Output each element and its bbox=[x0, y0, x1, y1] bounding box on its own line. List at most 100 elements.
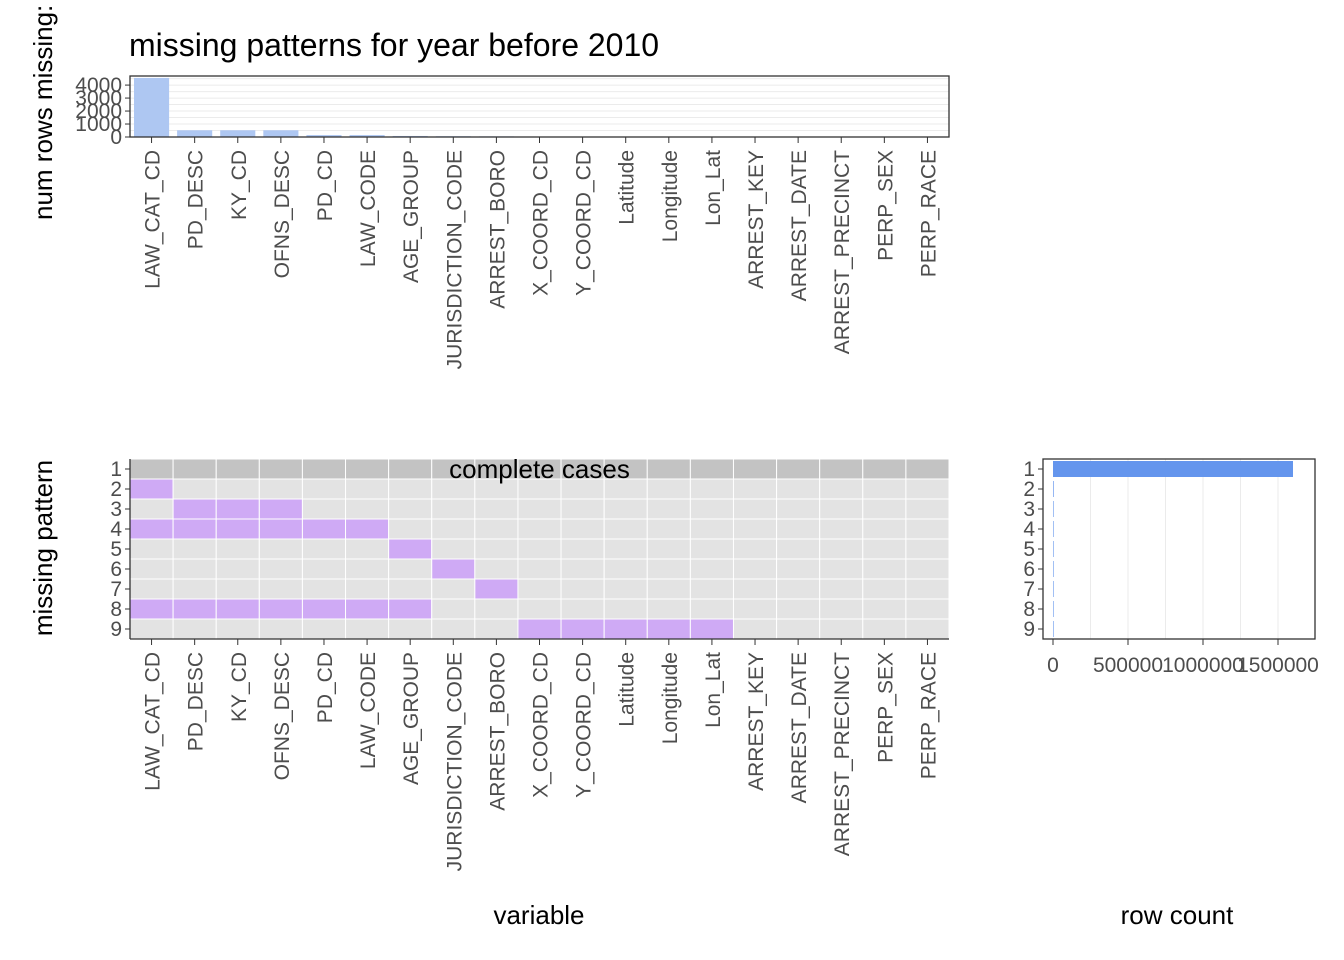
heatmap-cell bbox=[819, 618, 864, 640]
heatmap-cell bbox=[905, 478, 950, 500]
heatmap-cell bbox=[862, 458, 907, 480]
heatmap-cell bbox=[603, 578, 648, 600]
plot-title: missing patterns for year before 2010 bbox=[129, 27, 659, 63]
heatmap-cell bbox=[172, 518, 217, 540]
heatmap-cell bbox=[819, 458, 864, 480]
top-x-tick-label: ARREST_PRECINCT bbox=[831, 150, 854, 354]
heatmap-cell bbox=[388, 558, 433, 580]
heatmap-cell bbox=[905, 458, 950, 480]
heatmap-cell bbox=[560, 518, 605, 540]
heatmap-cell bbox=[129, 618, 174, 640]
heatmap-cell bbox=[172, 538, 217, 560]
heatmap-cell bbox=[258, 538, 303, 560]
heatmap-cell bbox=[345, 478, 390, 500]
heatmap-cell bbox=[388, 538, 433, 560]
heatmap-x-tick-label: Latitude bbox=[616, 652, 639, 727]
heatmap-x-tick-label: ARREST_PRECINCT bbox=[831, 652, 854, 856]
heatmap-cell bbox=[862, 478, 907, 500]
row-count-bar bbox=[1053, 581, 1054, 597]
heatmap-x-tick-label: OFNS_DESC bbox=[271, 652, 294, 780]
top-x-tick-label: X_COORD_CD bbox=[530, 150, 553, 296]
heatmap-x-tick-label: PD_DESC bbox=[185, 652, 208, 751]
heatmap-cell bbox=[345, 578, 390, 600]
row-count-x-tick-label: 1000000 bbox=[1162, 654, 1244, 677]
heatmap-cell bbox=[776, 518, 821, 540]
heatmap-cell bbox=[215, 458, 260, 480]
heatmap-x-tick-label: ARREST_KEY bbox=[745, 652, 768, 791]
heatmap-x-tick-label: KY_CD bbox=[228, 652, 251, 722]
heatmap-cell bbox=[732, 538, 778, 560]
heatmap-cell bbox=[301, 618, 347, 640]
heatmap-cell bbox=[301, 498, 347, 520]
row-count-y-tick-label: 6 bbox=[1023, 558, 1035, 581]
heatmap-cell bbox=[215, 538, 260, 560]
heatmap-cell bbox=[776, 558, 821, 580]
heatmap-y-tick-label: 4 bbox=[110, 518, 122, 541]
top-panel-background bbox=[130, 76, 949, 137]
top-y-axis-title: num rows missing: bbox=[28, 5, 58, 220]
heatmap-x-tick-label: Y_COORD_CD bbox=[573, 652, 596, 798]
row-count-x-axis-title: row count bbox=[1121, 900, 1234, 930]
heatmap-cell bbox=[258, 478, 303, 500]
row-count-y-tick-label: 1 bbox=[1023, 458, 1035, 481]
heatmap-cell bbox=[345, 538, 390, 560]
heatmap-cell bbox=[388, 598, 433, 620]
heatmap-cell bbox=[819, 558, 864, 580]
row-count-x-tick-label: 500000 bbox=[1093, 654, 1163, 677]
heatmap-cell bbox=[215, 558, 260, 580]
heatmap-cell bbox=[129, 458, 174, 480]
heatmap-cell bbox=[172, 458, 217, 480]
heatmap-x-tick-label: Lon_Lat bbox=[702, 652, 725, 728]
heatmap-cell bbox=[215, 578, 260, 600]
heatmap-cell bbox=[301, 458, 347, 480]
heatmap-cell bbox=[689, 458, 734, 480]
heatmap-cell bbox=[732, 578, 778, 600]
heatmap-cell bbox=[474, 578, 519, 600]
heatmap-cell bbox=[646, 558, 691, 580]
heatmap-cell bbox=[732, 518, 778, 540]
heatmap-cell bbox=[819, 478, 864, 500]
heatmap-x-tick-label: X_COORD_CD bbox=[530, 652, 553, 798]
heatmap-cell bbox=[301, 478, 347, 500]
heatmap-cell bbox=[646, 598, 691, 620]
heatmap-cell bbox=[689, 538, 734, 560]
heatmap-x-tick-label: ARREST_BORO bbox=[486, 652, 509, 811]
row-count-y-tick-label: 2 bbox=[1023, 478, 1035, 501]
heatmap-cell bbox=[345, 498, 390, 520]
heatmap-cell bbox=[732, 478, 778, 500]
top-x-tick-label: PD_CD bbox=[314, 150, 337, 221]
heatmap-cell bbox=[776, 598, 821, 620]
heatmap-cell bbox=[603, 498, 648, 520]
row-count-x-tick-label: 1500000 bbox=[1237, 654, 1319, 677]
heatmap-cell bbox=[129, 558, 174, 580]
heatmap-cell bbox=[517, 498, 562, 520]
heatmap-cell bbox=[172, 598, 217, 620]
top-bar bbox=[177, 130, 213, 137]
heatmap-cell bbox=[732, 458, 778, 480]
heatmap-cell bbox=[646, 538, 691, 560]
heatmap-cell bbox=[776, 578, 821, 600]
heatmap-x-axis-title: variable bbox=[493, 900, 584, 930]
heatmap-cell bbox=[431, 598, 476, 620]
heatmap-cell bbox=[560, 538, 605, 560]
heatmap-cell bbox=[388, 578, 433, 600]
heatmap-cell bbox=[345, 458, 390, 480]
heatmap-cell bbox=[345, 598, 390, 620]
top-x-tick-label: LAW_CODE bbox=[357, 150, 380, 267]
heatmap-cell bbox=[862, 598, 907, 620]
heatmap-cell bbox=[646, 578, 691, 600]
top-x-tick-label: JURISDICTION_CODE bbox=[443, 150, 466, 369]
heatmap-y-axis-title: missing pattern bbox=[28, 460, 58, 636]
heatmap-cell bbox=[474, 538, 519, 560]
heatmap-cell bbox=[129, 538, 174, 560]
heatmap-cell bbox=[129, 498, 174, 520]
heatmap-cell bbox=[819, 538, 864, 560]
heatmap-cell bbox=[560, 558, 605, 580]
heatmap-cell bbox=[301, 558, 347, 580]
heatmap-cell bbox=[517, 518, 562, 540]
heatmap-cell bbox=[129, 478, 174, 500]
row-count-bar bbox=[1053, 521, 1054, 537]
